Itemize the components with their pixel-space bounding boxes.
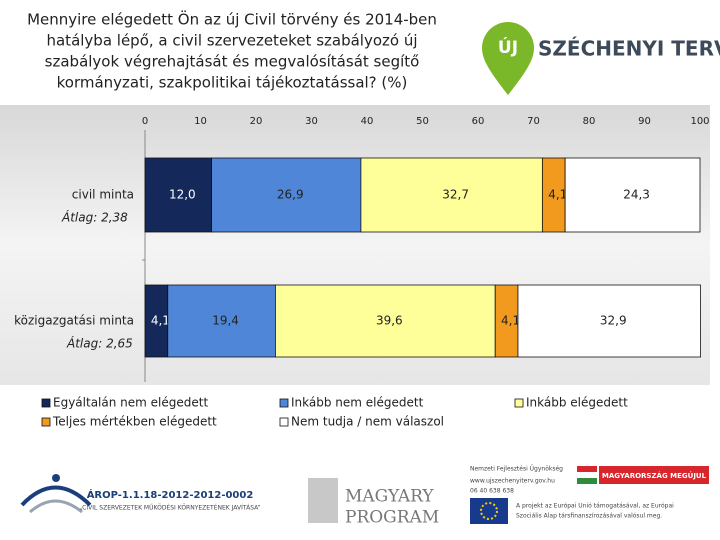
value-label: 12,0	[169, 188, 196, 202]
annotation: Átlag: 2,65	[66, 336, 133, 351]
x-tick-label: 90	[638, 116, 651, 127]
value-label: 32,9	[600, 314, 627, 328]
x-tick-label: 40	[361, 116, 374, 127]
footer-text: 06 40 638 638	[470, 488, 514, 495]
footer-text: PROGRAM	[345, 508, 439, 528]
category-label: civil minta	[72, 188, 134, 202]
x-tick-label: 30	[305, 116, 318, 127]
legend-label: Inkább nem elégedett	[291, 396, 424, 410]
szechenyi-logo: ÚJ SZÉCHENYI TERV	[482, 22, 720, 95]
legend-marker	[41, 398, 51, 408]
bar-segment	[517, 284, 701, 358]
annotation: Átlag: 2,38	[61, 210, 128, 225]
value-label: 39,6	[376, 314, 403, 328]
legend-marker	[514, 398, 524, 408]
value-label: 4,1	[151, 314, 170, 328]
footer-text: MAGYARORSZÁG MEGÚJUL	[602, 471, 707, 480]
bar-segment	[275, 284, 496, 358]
x-tick-label: 50	[416, 116, 429, 127]
chart-title: Mennyire elégedett Ön az új Civil törvén…	[27, 10, 437, 29]
bar-segment	[144, 157, 212, 233]
bar-segment	[564, 157, 701, 233]
bar-segment	[360, 157, 543, 233]
x-tick-label: 60	[472, 116, 485, 127]
legend-label: Inkább elégedett	[526, 396, 628, 410]
value-label: 4,1	[548, 188, 567, 202]
x-tick-label: 70	[527, 116, 540, 127]
value-label: 32,7	[442, 188, 469, 202]
footer: ÁROP-1.1.18-2012-2012-0002 „CIVIL SZERVE…	[20, 466, 709, 528]
legend-marker	[279, 417, 289, 427]
footer-text: Szociális Alap társfinanszírozásával val…	[516, 513, 662, 520]
footer-text: MAGYARY	[345, 487, 434, 507]
footer-text: www.ujszechenyiterv.gov.hu	[470, 478, 555, 485]
footer-text: „CIVIL SZERVEZETEK MŰKÖDÉSI KÖRNYEZETÉNE…	[79, 504, 260, 512]
legend-label: Nem tudja / nem válaszol	[291, 415, 444, 429]
x-tick-label: 0	[142, 116, 148, 127]
x-tick-label: 20	[250, 116, 263, 127]
chart-title: szabályok végrehajtását és megvalósításá…	[45, 53, 420, 71]
logo-text: SZÉCHENYI TERV	[538, 37, 720, 61]
footer-text: A projekt az Európai Unió támogatásával,…	[516, 503, 674, 510]
legend-marker	[279, 398, 289, 408]
category-label: közigazgatási minta	[14, 314, 134, 328]
logo-text: ÚJ	[498, 36, 518, 58]
value-label: 19,4	[212, 314, 239, 328]
x-tick-label: 100	[690, 116, 709, 127]
x-tick-label: 10	[194, 116, 207, 127]
value-label: 24,3	[623, 188, 650, 202]
chart-title: hatályba lépő, a civil szervezeteket sza…	[46, 32, 417, 50]
bar-segment	[211, 157, 362, 233]
footer-text: ÁROP-1.1.18-2012-2012-0002	[87, 488, 254, 501]
bar-segment	[167, 284, 276, 358]
value-label: 4,1	[501, 314, 520, 328]
legend-label: Teljes mértékben elégedett	[52, 415, 217, 429]
footer-text: Nemzeti Fejlesztési Ügynökség	[470, 466, 563, 473]
x-tick-label: 80	[583, 116, 596, 127]
chart-title: kormányzati, szakpolitikai tájékoztatáss…	[57, 74, 408, 92]
legend-marker	[41, 417, 51, 427]
legend-label: Egyáltalán nem elégedett	[53, 396, 208, 410]
value-label: 26,9	[277, 188, 304, 202]
